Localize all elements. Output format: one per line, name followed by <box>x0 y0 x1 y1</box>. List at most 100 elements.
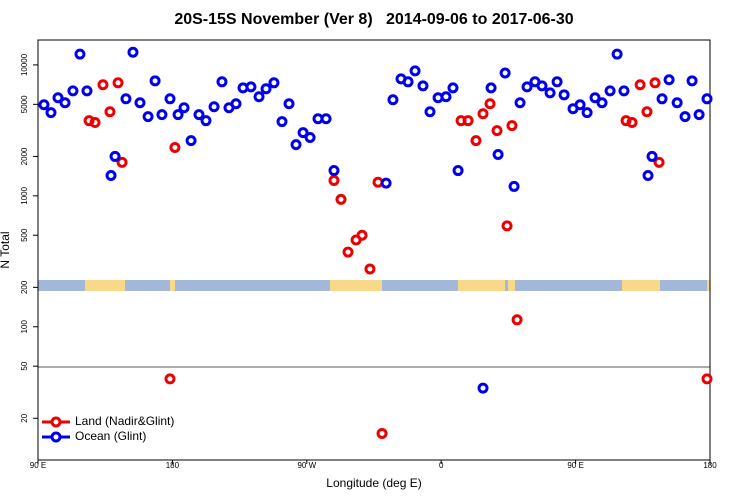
point <box>409 65 421 77</box>
y-tick-label: 50 <box>20 361 29 370</box>
point <box>634 79 646 91</box>
point <box>172 109 184 121</box>
point <box>508 180 520 192</box>
point <box>328 174 340 186</box>
point <box>581 107 593 119</box>
point <box>297 127 309 139</box>
point <box>477 382 489 394</box>
point <box>514 97 526 109</box>
point <box>544 87 556 99</box>
point <box>81 85 93 97</box>
point <box>276 116 288 128</box>
point <box>511 314 523 326</box>
point <box>38 99 50 111</box>
point <box>417 80 429 92</box>
point <box>701 93 713 105</box>
y-tick-label: 5000 <box>20 95 29 113</box>
point <box>178 102 190 114</box>
y-tick-label: 100 <box>20 320 29 334</box>
point <box>112 77 124 89</box>
point <box>440 91 452 103</box>
surface-strip <box>38 280 710 291</box>
point <box>641 106 653 118</box>
point <box>59 97 71 109</box>
point <box>304 131 316 143</box>
point <box>424 106 436 118</box>
point <box>260 83 272 95</box>
point <box>558 89 570 101</box>
x-tick-label: 180 <box>166 461 180 470</box>
legend-label: Land (Nadir&Glint) <box>75 414 174 428</box>
point <box>492 148 504 160</box>
point <box>185 135 197 147</box>
point <box>200 115 212 127</box>
point <box>290 139 302 151</box>
point <box>67 85 79 97</box>
point <box>462 115 474 127</box>
point <box>142 111 154 123</box>
point <box>164 373 176 385</box>
y-tick-label: 20 <box>20 413 29 422</box>
point <box>485 82 497 94</box>
point <box>656 93 668 105</box>
point <box>335 193 347 205</box>
point <box>447 82 459 94</box>
point <box>127 46 139 58</box>
point <box>491 125 503 137</box>
point <box>45 107 57 119</box>
point <box>679 111 691 123</box>
point <box>701 373 713 385</box>
point <box>328 165 340 177</box>
point <box>604 85 616 97</box>
point <box>104 106 116 118</box>
plot-frame <box>37 39 711 461</box>
point <box>283 98 295 110</box>
point <box>105 170 117 182</box>
point <box>193 109 205 121</box>
point <box>74 48 86 60</box>
point <box>506 120 518 132</box>
point <box>208 101 220 113</box>
legend-marker <box>50 431 62 443</box>
point <box>686 75 698 87</box>
point <box>156 109 168 121</box>
x-axis-label: Longitude (deg E) <box>326 476 421 490</box>
point <box>484 98 496 110</box>
point <box>611 48 623 60</box>
point <box>618 85 630 97</box>
legend-label: Ocean (Glint) <box>75 429 146 443</box>
x-tick-label: 90 W <box>297 461 316 470</box>
point <box>116 156 128 168</box>
x-tick-label: 0 <box>439 461 444 470</box>
point <box>120 93 132 105</box>
x-tick-label: 90 E <box>30 461 46 470</box>
y-tick-label: 200 <box>20 280 29 294</box>
point <box>499 67 511 79</box>
point <box>536 80 548 92</box>
x-tick-label: 90 E <box>567 461 583 470</box>
point <box>230 98 242 110</box>
chart-title: 20S-15S November (Ver 8) 2014-09-06 to 2… <box>174 11 573 28</box>
point <box>169 142 181 154</box>
point <box>501 220 513 232</box>
legend-marker <box>50 416 62 428</box>
point <box>693 109 705 121</box>
y-tick-label: 500 <box>20 228 29 242</box>
point <box>671 97 683 109</box>
point <box>452 165 464 177</box>
point <box>653 156 665 168</box>
point <box>589 92 601 104</box>
point <box>109 150 121 162</box>
point <box>245 81 257 93</box>
y-tick-label: 1000 <box>20 186 29 204</box>
point <box>663 74 675 86</box>
y-tick-label: 2000 <box>20 147 29 165</box>
y-tick-label: 10000 <box>20 53 29 76</box>
point <box>134 97 146 109</box>
point <box>216 76 228 88</box>
point <box>642 170 654 182</box>
point <box>89 117 101 129</box>
point <box>149 75 161 87</box>
point <box>477 108 489 120</box>
